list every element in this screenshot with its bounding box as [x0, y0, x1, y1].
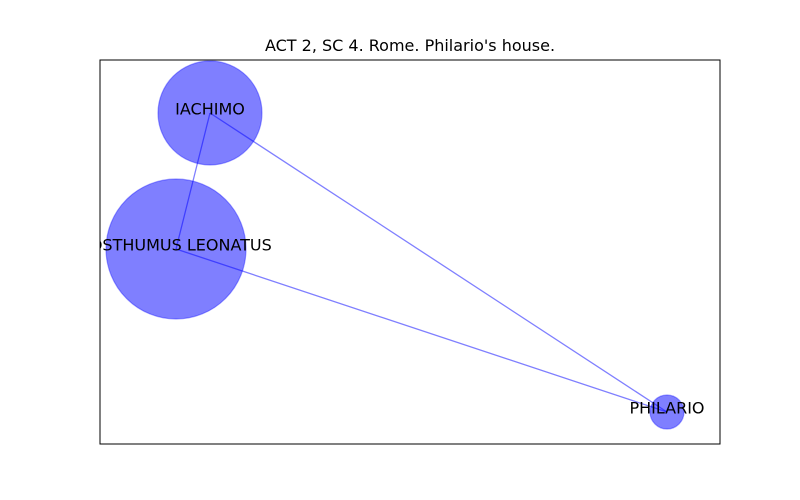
plot-area — [105, 60, 685, 430]
edge-posthumus-philario — [175, 248, 668, 413]
axes-frame — [99, 59, 721, 445]
nodes-layer — [105, 60, 685, 430]
node-philario — [649, 394, 685, 430]
node-label-philario: PHILARIO — [629, 399, 704, 418]
node-label-posthumus: POSTHUMUS LEONATUS — [80, 236, 272, 255]
node-posthumus — [105, 178, 247, 320]
node-label-iachimo: IACHIMO — [175, 100, 245, 119]
chart-title: ACT 2, SC 4. Rome. Philario's house. — [265, 36, 555, 55]
edge-iachimo-philario — [209, 112, 668, 413]
labels-layer: IACHIMO POSTHUMUS LEONATUS PHILARIO — [80, 100, 705, 418]
node-iachimo — [157, 60, 263, 166]
